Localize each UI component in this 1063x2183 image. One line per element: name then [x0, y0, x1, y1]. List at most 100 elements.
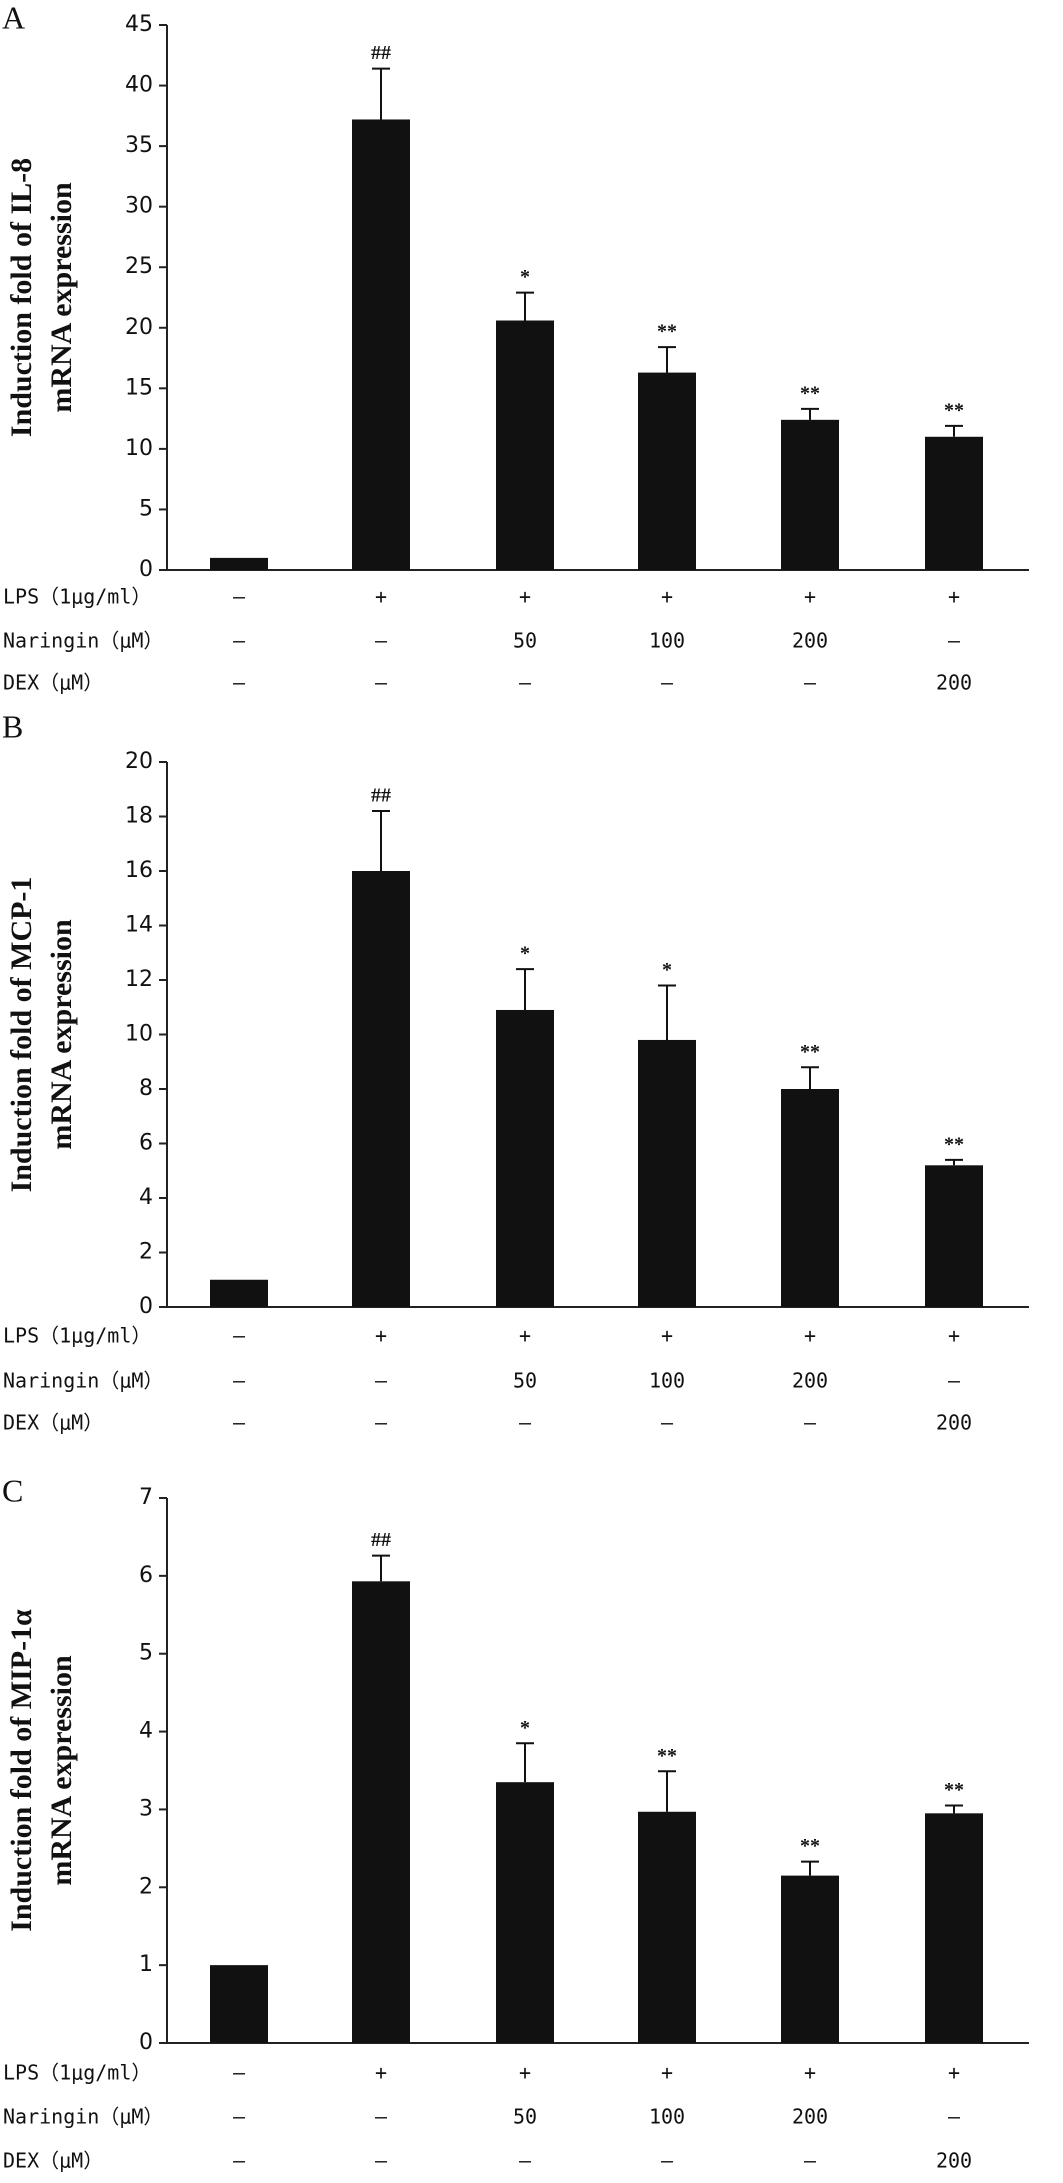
condition-cell: + [948, 2061, 960, 2085]
significance-label: ** [944, 399, 964, 421]
condition-cell: – [804, 2149, 817, 2173]
bar [210, 1279, 268, 1307]
significance-label: * [520, 1717, 530, 1739]
condition-cell: – [233, 2149, 246, 2173]
bar [210, 557, 268, 570]
significance-label: ## [371, 42, 391, 64]
y-axis-label: Induction fold of IL-8 [5, 158, 38, 437]
error-bar [801, 407, 819, 420]
significance-label: * [662, 959, 672, 981]
condition-cell: 200 [936, 2149, 972, 2173]
y-tick-label: 10 [125, 436, 153, 461]
condition-cell: 100 [649, 2105, 685, 2129]
bar [781, 1875, 839, 2043]
error-bar [801, 1860, 819, 1876]
y-axis-label: mRNA expression [45, 1655, 78, 1886]
condition-cell: – [375, 629, 388, 653]
error-bar [658, 346, 676, 373]
condition-cell: – [233, 585, 246, 609]
panel-letter: A [2, 0, 25, 35]
condition-cell: 200 [792, 1369, 828, 1393]
error-bar [516, 1742, 534, 1783]
condition-cell: 200 [936, 1411, 972, 1435]
condition-label: LPS（1μg/ml） [3, 2061, 151, 2085]
condition-cell: + [519, 585, 531, 609]
condition-cell: – [661, 2149, 674, 2173]
condition-cell: + [804, 1324, 816, 1348]
bar [496, 320, 554, 570]
bar [496, 1009, 554, 1307]
y-tick-label: 2 [139, 1874, 153, 1899]
y-tick-label: 45 [125, 12, 153, 37]
condition-cell: – [375, 671, 388, 695]
significance-label: ** [800, 1041, 820, 1063]
condition-cell: – [948, 629, 961, 653]
error-bar [945, 1804, 963, 1814]
error-bar [372, 1554, 390, 1582]
y-tick-label: 30 [125, 194, 153, 219]
bar [925, 1813, 983, 2043]
y-tick-label: 18 [125, 804, 153, 829]
condition-cell: – [375, 1411, 388, 1435]
y-tick-label: 14 [125, 913, 153, 938]
y-tick-label: 5 [139, 1641, 153, 1666]
y-tick-label: 6 [139, 1131, 153, 1156]
bar [352, 119, 410, 570]
condition-label: Naringin（μM） [3, 1369, 163, 1393]
condition-cell: + [375, 1324, 387, 1348]
condition-cell: – [804, 1411, 817, 1435]
bar [352, 1581, 410, 2043]
y-tick-label: 20 [125, 315, 153, 340]
condition-label: LPS（1μg/ml） [3, 585, 151, 609]
y-tick-label: 4 [139, 1185, 153, 1210]
condition-cell: – [948, 2105, 961, 2129]
significance-label: ## [371, 785, 391, 807]
condition-cell: + [661, 2061, 673, 2085]
condition-cell: – [661, 671, 674, 695]
y-tick-label: 10 [125, 1022, 153, 1047]
y-tick-label: 12 [125, 967, 153, 992]
condition-cell: 50 [513, 629, 537, 653]
condition-cell: – [948, 1369, 961, 1393]
condition-label: DEX（μM） [3, 671, 103, 695]
error-bar [658, 984, 676, 1040]
condition-label: Naringin（μM） [3, 629, 163, 653]
y-axis-label: mRNA expression [45, 919, 78, 1150]
bar [638, 372, 696, 570]
y-tick-label: 20 [125, 749, 153, 774]
y-tick-label: 8 [139, 1076, 153, 1101]
y-tick-label: 0 [139, 1294, 153, 1319]
bar [781, 1089, 839, 1307]
bar [496, 1782, 554, 2043]
condition-cell: – [375, 2149, 388, 2173]
bar [638, 1039, 696, 1307]
y-tick-label: 3 [139, 1796, 153, 1821]
error-bar [945, 424, 963, 437]
significance-label: ## [371, 1529, 391, 1551]
y-tick-label: 5 [139, 496, 153, 521]
significance-label: * [520, 943, 530, 965]
significance-label: ** [657, 321, 677, 343]
significance-label: ** [800, 383, 820, 405]
condition-cell: 50 [513, 2105, 537, 2129]
condition-cell: + [804, 2061, 816, 2085]
condition-cell: – [519, 1411, 532, 1435]
bar [638, 1811, 696, 2043]
condition-cell: 200 [792, 2105, 828, 2129]
bar [925, 1165, 983, 1307]
condition-cell: + [948, 1324, 960, 1348]
condition-cell: + [661, 585, 673, 609]
error-bar [658, 1770, 676, 1812]
significance-label: ** [944, 1133, 964, 1155]
condition-cell: + [804, 585, 816, 609]
y-tick-label: 0 [139, 557, 153, 582]
condition-cell: – [233, 1411, 246, 1435]
condition-label: DEX（μM） [3, 2149, 103, 2173]
condition-label: Naringin（μM） [3, 2105, 163, 2129]
condition-cell: – [233, 1324, 246, 1348]
condition-cell: + [948, 585, 960, 609]
y-tick-label: 6 [139, 1563, 153, 1588]
condition-cell: – [375, 1369, 388, 1393]
condition-cell: + [375, 2061, 387, 2085]
